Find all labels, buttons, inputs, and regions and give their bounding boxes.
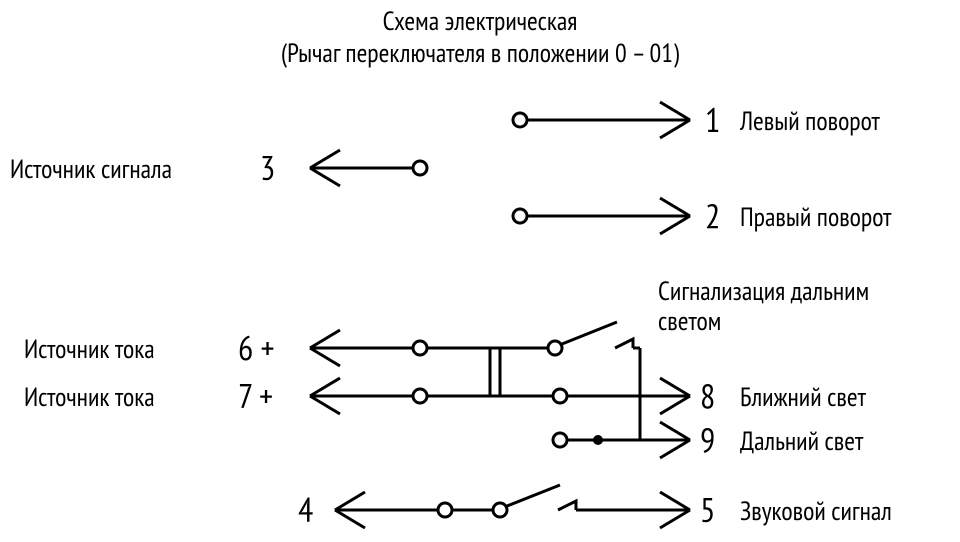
arrow-left-icon (310, 378, 400, 414)
row-terminal-7: Источник тока 7 + (24, 374, 553, 418)
terminal-circle-icon (513, 113, 527, 127)
terminal-label: Источник тока (24, 381, 155, 414)
terminal-circle-icon (413, 341, 427, 355)
terminal-number: 8 (700, 374, 715, 418)
terminal-circle-icon (413, 389, 427, 403)
row-terminal-3: Источник сигнала 3 (10, 146, 427, 190)
terminal-label: Правый поворот (740, 201, 892, 234)
title-line-1: Схема электрическая (383, 5, 578, 38)
terminal-circle-icon (513, 209, 527, 223)
terminal-number: 5 (700, 488, 715, 532)
terminal-number: 2 (705, 194, 720, 238)
title-line-2: (Рычаг переключателя в положении 0 – 01) (281, 37, 679, 70)
arrow-right-icon (660, 102, 690, 138)
terminal-number: 3 (260, 146, 275, 190)
terminal-label: Звуковой сигнал (740, 495, 892, 528)
arrow-right-icon (660, 198, 690, 234)
terminal-number: 1 (705, 98, 720, 142)
terminal-number: 6 + (238, 326, 275, 370)
switch-lever-icon (507, 485, 560, 506)
mechanical-link-icon (490, 348, 500, 396)
terminal-circle-icon (413, 161, 427, 175)
terminal-circle-icon (438, 503, 452, 517)
row-terminal-4-5: 4 5 Звуковой сигнал (298, 485, 892, 532)
terminal-label: Дальний свет (740, 425, 864, 458)
terminal-number: 7 + (238, 374, 273, 418)
arrow-right-icon (660, 492, 690, 528)
switch-lever-icon (562, 322, 617, 344)
terminal-label: Источник тока (24, 333, 155, 366)
terminal-circle-icon (493, 503, 507, 517)
arrow-right-icon (660, 378, 690, 414)
electrical-schematic: Схема электрическая (Рычаг переключателя… (0, 0, 960, 542)
contact-icon (615, 339, 633, 348)
terminal-label: Источник сигнала (10, 153, 172, 186)
terminal-circle-icon (553, 389, 567, 403)
highbeam-switch (495, 322, 640, 440)
row-terminal-2: 2 Правый поворот (513, 194, 892, 238)
highbeam-label-line2: светом (658, 305, 721, 338)
terminal-number: 9 (700, 418, 715, 462)
terminal-number: 4 (298, 488, 313, 532)
contact-icon (558, 501, 576, 510)
row-terminal-6: Источник тока 6 + (24, 326, 495, 370)
highbeam-label-line1: Сигнализация дальним (658, 275, 869, 308)
terminal-label: Левый поворот (739, 105, 881, 138)
row-terminal-1: 1 Левый поворот (513, 98, 881, 142)
terminal-circle-icon (548, 341, 562, 355)
selector-8-9: 8 Ближний свет 9 Дальний свет (553, 374, 867, 462)
arrow-left-icon (310, 330, 400, 366)
terminal-label: Ближний свет (740, 381, 867, 414)
arrow-right-icon (660, 422, 690, 458)
arrow-left-icon (310, 150, 400, 186)
arrow-left-icon (335, 492, 425, 528)
terminal-circle-icon (553, 433, 567, 447)
